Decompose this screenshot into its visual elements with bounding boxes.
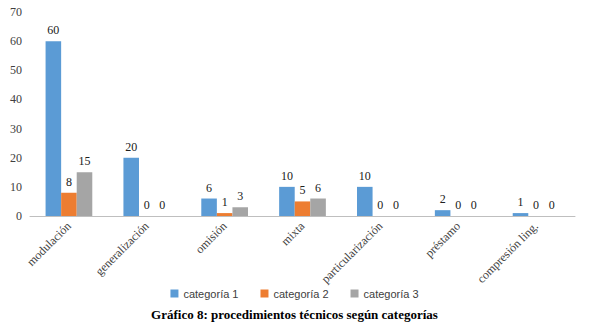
- svg-text:10: 10: [281, 169, 293, 183]
- svg-text:6: 6: [206, 181, 212, 195]
- svg-text:categoría 1: categoría 1: [183, 288, 238, 300]
- svg-text:8: 8: [66, 175, 72, 189]
- svg-text:6: 6: [315, 181, 321, 195]
- svg-text:omisión: omisión: [192, 219, 229, 256]
- svg-text:mixta: mixta: [278, 219, 308, 249]
- svg-text:70: 70: [10, 5, 22, 19]
- svg-text:0: 0: [549, 198, 555, 212]
- svg-text:categoría 2: categoría 2: [273, 288, 328, 300]
- svg-text:5: 5: [300, 183, 306, 197]
- svg-text:0: 0: [144, 198, 150, 212]
- svg-text:modulación: modulación: [24, 219, 74, 269]
- svg-text:1: 1: [518, 195, 524, 209]
- svg-text:0: 0: [159, 198, 165, 212]
- svg-text:0: 0: [377, 198, 383, 212]
- svg-text:procedimientos técnicos según: procedimientos técnicos según categorías: [208, 307, 438, 322]
- svg-text:10: 10: [359, 169, 371, 183]
- svg-text:60: 60: [10, 34, 22, 48]
- svg-text:60: 60: [47, 23, 59, 37]
- svg-text:3: 3: [237, 189, 243, 203]
- svg-text:15: 15: [79, 154, 91, 168]
- svg-text:50: 50: [10, 63, 22, 77]
- svg-text:0: 0: [455, 198, 461, 212]
- svg-text:0: 0: [533, 198, 539, 212]
- svg-text:Gráfico 8:: Gráfico 8:: [151, 307, 208, 322]
- svg-text:10: 10: [10, 180, 22, 194]
- svg-text:20: 20: [10, 151, 22, 165]
- svg-text:préstamo: préstamo: [422, 219, 463, 260]
- svg-text:0: 0: [16, 209, 22, 223]
- svg-text:2: 2: [440, 192, 446, 206]
- svg-text:20: 20: [125, 140, 137, 154]
- svg-text:40: 40: [10, 92, 22, 106]
- svg-text:categoría 3: categoría 3: [364, 288, 419, 300]
- svg-text:particularización: particularización: [318, 219, 385, 286]
- svg-text:compresión ling.: compresión ling.: [474, 219, 541, 286]
- svg-text:1: 1: [222, 195, 228, 209]
- svg-text:0: 0: [471, 198, 477, 212]
- svg-text:0: 0: [393, 198, 399, 212]
- svg-text:30: 30: [10, 122, 22, 136]
- svg-text:generalización: generalización: [92, 219, 151, 278]
